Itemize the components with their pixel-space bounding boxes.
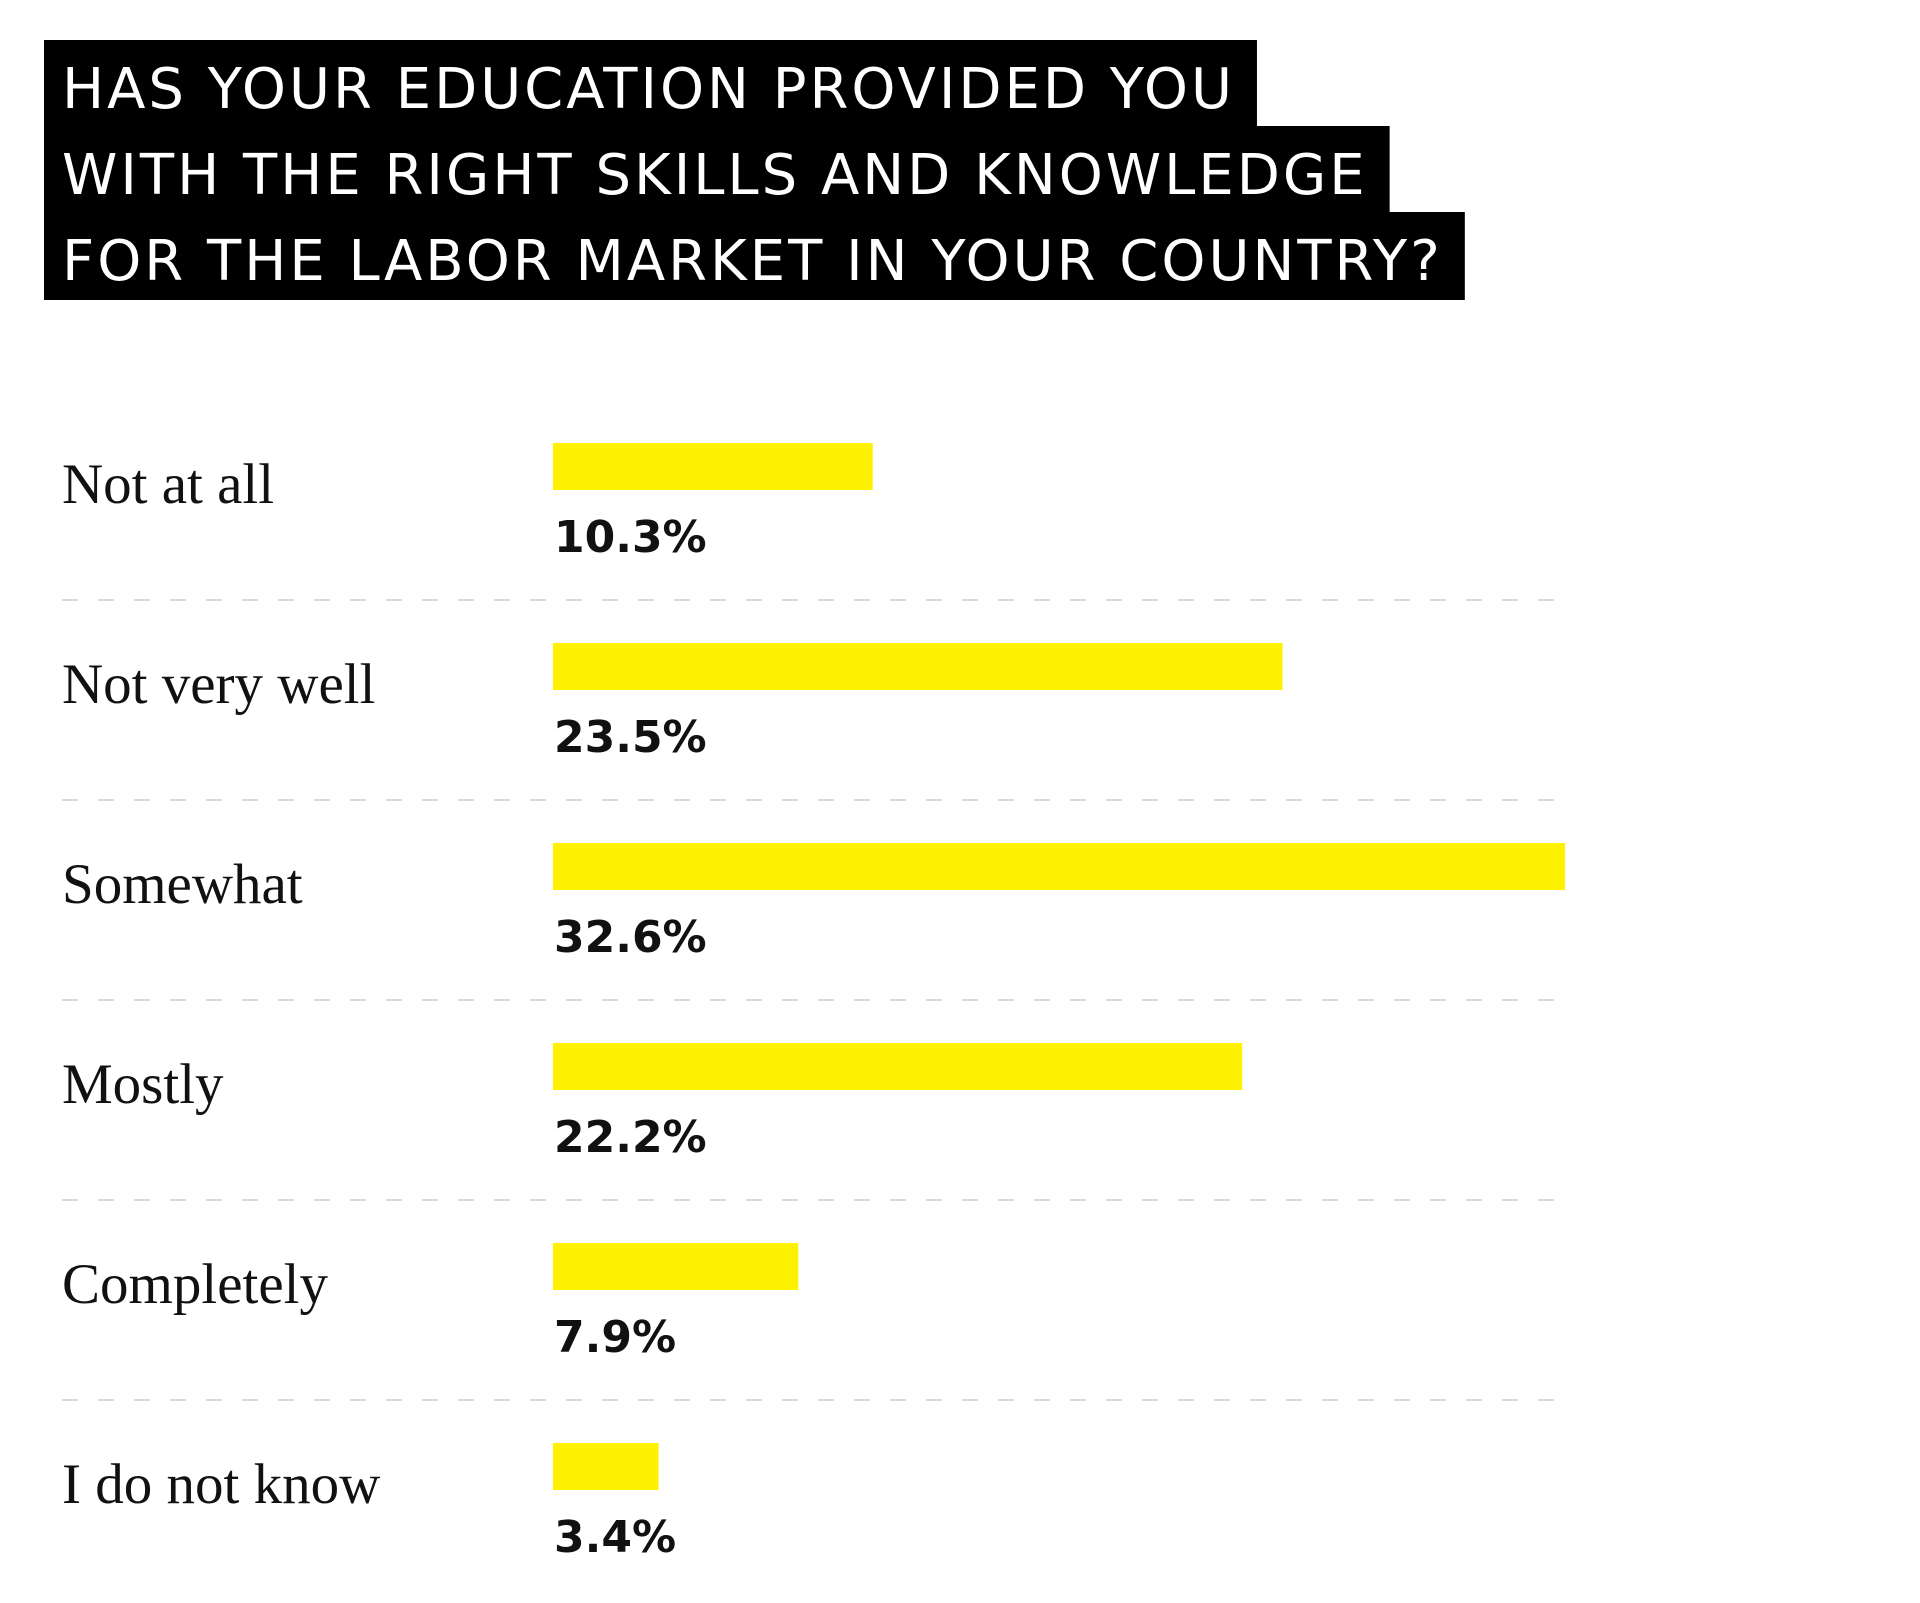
chart-title: HAS YOUR EDUCATION PROVIDED YOU WITH THE … — [44, 40, 1465, 300]
chart-rows: Not at all 10.3% Not very well 23.5% Somewha… — [62, 443, 1565, 1563]
value-label: 32.6% — [554, 912, 707, 963]
bar — [553, 443, 873, 490]
category-label: Somewhat — [62, 853, 303, 916]
value-label: 22.2% — [554, 1112, 707, 1163]
title-line: FOR THE LABOR MARKET IN YOUR COUNTRY? — [62, 229, 1443, 294]
value-label: 10.3% — [554, 512, 707, 563]
title-line: WITH THE RIGHT SKILLS AND KNOWLEDGE — [62, 143, 1368, 208]
title-background — [44, 40, 1257, 128]
category-label: Mostly — [62, 1053, 224, 1116]
value-label: 3.4% — [554, 1512, 676, 1563]
category-label: Not at all — [62, 453, 274, 516]
bar — [553, 843, 1565, 890]
value-label: 7.9% — [554, 1312, 676, 1363]
bar — [553, 643, 1283, 690]
bar — [553, 1243, 799, 1290]
title-line: HAS YOUR EDUCATION PROVIDED YOU — [62, 57, 1235, 122]
title-background — [44, 126, 1390, 214]
category-label: Completely — [62, 1253, 328, 1316]
bar — [553, 1443, 659, 1490]
category-label: Not very well — [62, 653, 375, 716]
bar — [553, 1043, 1243, 1090]
category-label: I do not know — [62, 1453, 380, 1516]
title-background — [44, 212, 1465, 300]
value-label: 23.5% — [554, 712, 707, 763]
